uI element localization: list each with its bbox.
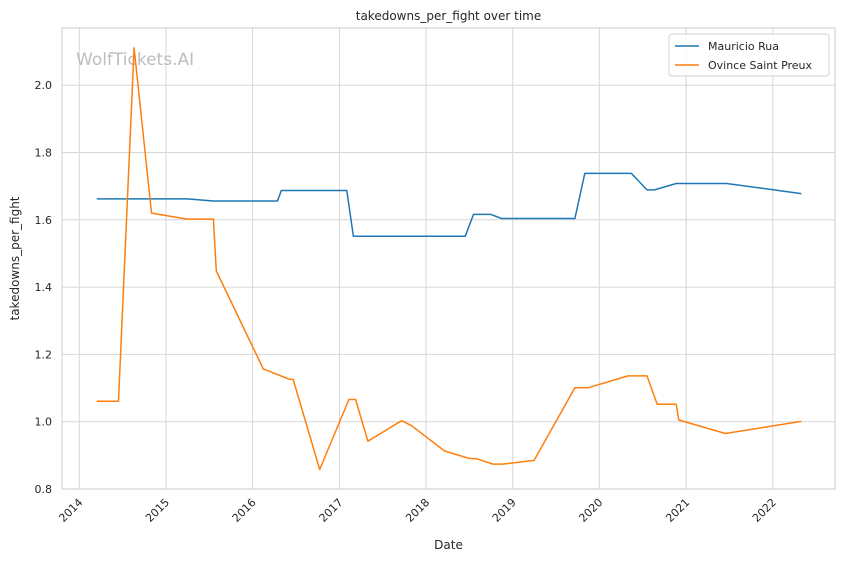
legend: Mauricio Rua Ovince Saint Preux: [668, 33, 830, 77]
series-line-0: [96, 172, 802, 238]
grid: [62, 28, 835, 490]
x-tick-label: 2017: [317, 496, 346, 525]
y-tick-label: 1.0: [35, 416, 53, 429]
x-tick-label: 2016: [230, 496, 259, 525]
x-tick-label: 2018: [403, 496, 432, 525]
x-tick-label: 2021: [663, 496, 692, 525]
y-tick-label: 2.0: [35, 79, 53, 92]
y-tick-label: 1.2: [35, 348, 53, 361]
x-tick-label: 2015: [143, 496, 172, 525]
legend-label-0: Mauricio Rua: [708, 40, 779, 53]
x-tick-label: 2020: [576, 496, 605, 525]
x-tick-label: 2022: [750, 496, 779, 525]
chart-title: takedowns_per_fight over time: [356, 9, 542, 23]
legend-box: [668, 33, 830, 77]
y-tick-label: 1.4: [35, 281, 53, 294]
legend-label-1: Ovince Saint Preux: [708, 59, 813, 72]
x-axis-title: Date: [434, 538, 463, 552]
y-tick-label: 1.8: [35, 147, 53, 160]
y-tick-label: 1.6: [35, 214, 53, 227]
series-layer: [96, 47, 802, 471]
y-tick-label: 0.8: [35, 483, 53, 496]
x-tick-label: 2019: [490, 496, 519, 525]
y-axis-ticks: 0.8 1.0 1.2 1.4 1.6 1.8 2.0: [35, 79, 53, 496]
x-tick-label: 2014: [56, 496, 85, 525]
x-axis-ticks: 2014 2015 2016 2017 2018 2019 2020 2021 2022: [56, 496, 778, 525]
series-line-1: [96, 47, 802, 471]
y-axis-title: takedowns_per_fight: [8, 196, 22, 320]
plot-frame: [61, 27, 836, 490]
